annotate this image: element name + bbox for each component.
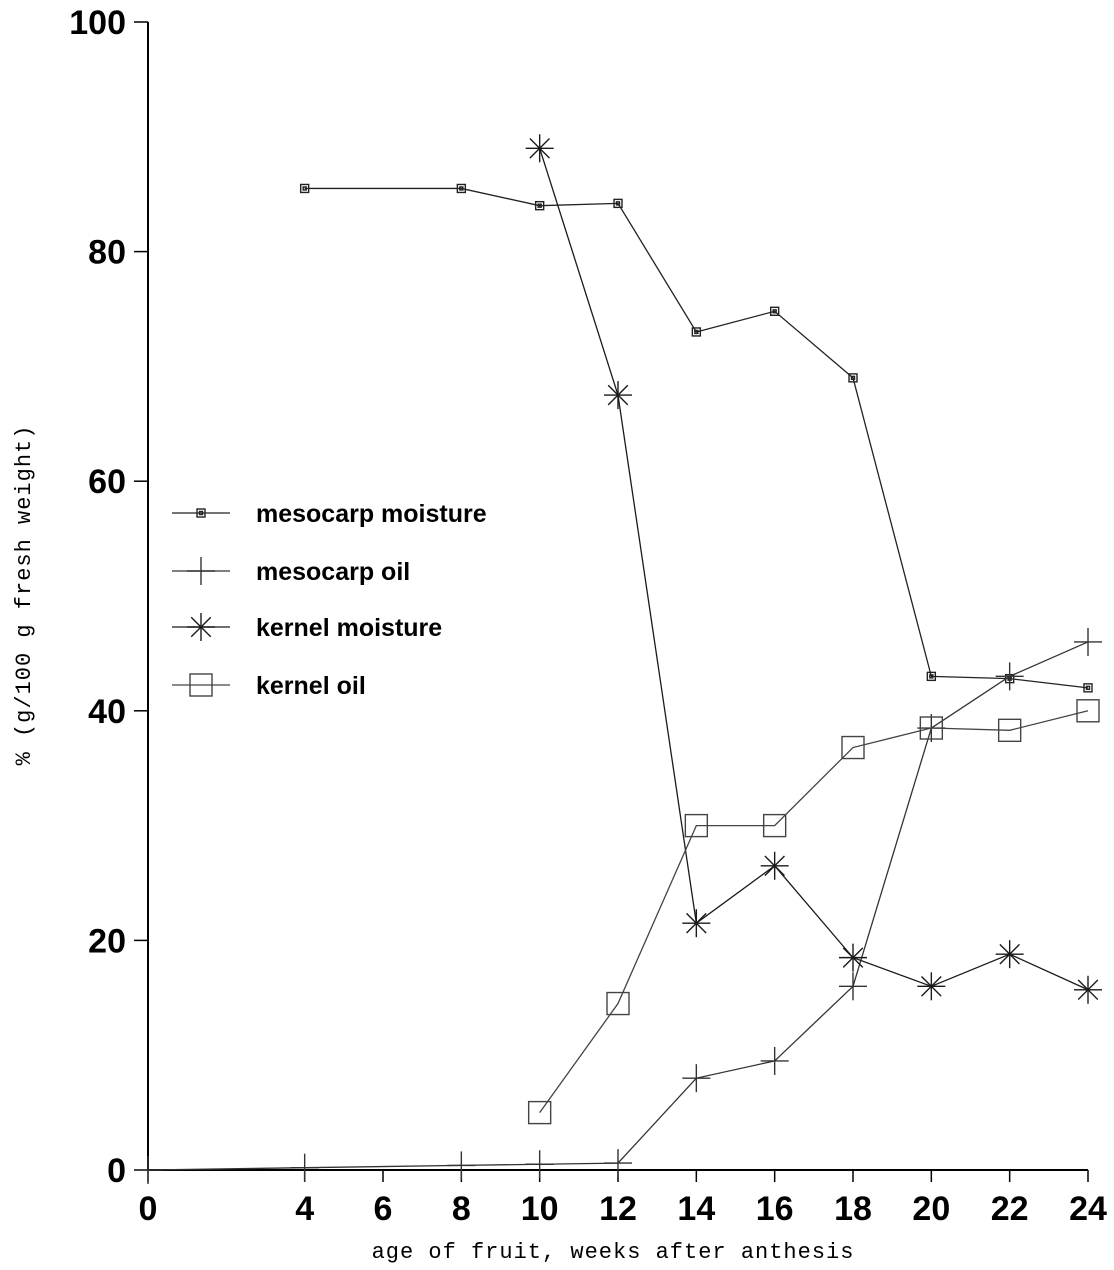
y-tick-label-80: 80 (88, 234, 126, 272)
legend-marker-mesocarp-moisture (196, 508, 206, 518)
x-tick-label-8: 8 (452, 1190, 471, 1228)
point-mesocarp-moisture-6 (848, 373, 858, 383)
point-mesocarp-oil-7 (839, 972, 867, 1001)
point-kernel-moisture-3 (760, 851, 789, 880)
x-tick-label-20: 20 (912, 1190, 950, 1228)
point-mesocarp-moisture-9 (1083, 683, 1093, 693)
point-mesocarp-oil-5 (682, 1064, 711, 1093)
legend-marker-kernel-moisture (187, 613, 215, 641)
y-tick-label-40: 40 (88, 693, 126, 731)
point-mesocarp-moisture-7 (926, 671, 937, 682)
x-tick-label-12: 12 (599, 1190, 637, 1228)
axes: 0 20 40 60 80 100 0 4 6 8 10 12 14 16 18 20 22 24 (69, 4, 1107, 1228)
point-mesocarp-oil-10 (1074, 627, 1102, 656)
legend-item-kernel-oil: kernel oil (172, 672, 366, 700)
point-mesocarp-oil-6 (760, 1046, 789, 1075)
legend-item-mesocarp-moisture: mesocarp moisture (172, 500, 487, 528)
legend-item-kernel-moisture: kernel moisture (172, 613, 442, 642)
point-kernel-oil-2 (684, 813, 709, 838)
point-mesocarp-oil-2 (447, 1151, 476, 1180)
point-mesocarp-oil-4 (604, 1149, 632, 1178)
point-mesocarp-oil-0 (134, 1156, 162, 1184)
x-tick-label-6: 6 (374, 1190, 393, 1228)
series-line-mesocarp-moisture (304, 187, 1089, 689)
point-kernel-moisture-0 (525, 134, 554, 163)
point-kernel-moisture-6 (995, 940, 1024, 969)
series-line-kernel-moisture (539, 148, 1089, 991)
point-kernel-oil-3 (762, 813, 787, 838)
y-tick-label-20: 20 (88, 922, 126, 960)
series-mesocarp-oil (134, 627, 1102, 1184)
point-kernel-moisture-1 (604, 381, 632, 410)
series-kernel-oil (527, 699, 1100, 1125)
x-tick-label-0: 0 (139, 1190, 158, 1228)
y-tick-label-60: 60 (88, 463, 126, 501)
series-line-mesocarp-oil (147, 641, 1089, 1171)
y-axis-title: % (g/100 g fresh weight) (12, 425, 37, 766)
legend-label-kernel-oil: kernel oil (256, 672, 366, 700)
point-mesocarp-moisture-5 (769, 306, 780, 316)
point-kernel-oil-1 (606, 991, 630, 1016)
series-kernel-moisture (525, 134, 1102, 1004)
x-tick-label-24: 24 (1069, 1190, 1107, 1228)
point-mesocarp-moisture-0 (299, 183, 310, 194)
legend-item-mesocarp-oil: mesocarp oil (172, 557, 410, 586)
point-mesocarp-moisture-2 (534, 200, 545, 211)
point-mesocarp-oil-9 (995, 662, 1024, 691)
point-kernel-moisture-4 (839, 943, 867, 972)
legend-label-mesocarp-oil: mesocarp oil (256, 558, 410, 586)
point-kernel-moisture-7 (1074, 975, 1102, 1004)
point-mesocarp-moisture-4 (691, 327, 702, 337)
legend-label-kernel-moisture: kernel moisture (256, 614, 442, 642)
x-tick-label-16: 16 (756, 1190, 794, 1228)
legend-label-mesocarp-moisture: mesocarp moisture (256, 500, 487, 528)
point-kernel-oil-6 (997, 718, 1022, 743)
series-line-kernel-oil (539, 710, 1089, 1113)
point-mesocarp-moisture-1 (456, 183, 467, 194)
x-axis-title: age of fruit, weeks after anthesis (372, 1240, 855, 1265)
point-kernel-oil-5 (919, 716, 944, 740)
point-kernel-moisture-2 (682, 909, 711, 938)
x-tick-label-10: 10 (521, 1190, 559, 1228)
legend-marker-kernel-oil (189, 673, 213, 697)
point-kernel-oil-4 (841, 735, 865, 760)
point-mesocarp-oil-1 (290, 1153, 319, 1182)
series-mesocarp-moisture (299, 183, 1093, 693)
x-tick-label-18: 18 (834, 1190, 872, 1228)
legend: mesocarp moisture mesocarp oil kernel mois… (172, 500, 487, 700)
series-layer (134, 134, 1102, 1184)
x-tick-label-22: 22 (991, 1190, 1029, 1228)
legend-marker-mesocarp-oil (187, 557, 215, 585)
point-kernel-oil-0 (527, 1100, 552, 1125)
y-tick-label-0: 0 (107, 1152, 126, 1190)
point-kernel-oil-7 (1076, 699, 1100, 723)
point-kernel-moisture-5 (917, 972, 946, 1001)
x-tick-label-14: 14 (677, 1190, 715, 1228)
point-mesocarp-oil-3 (525, 1150, 554, 1179)
y-tick-label-100: 100 (69, 4, 126, 42)
point-mesocarp-moisture-3 (613, 198, 623, 209)
x-tick-label-4: 4 (295, 1190, 314, 1228)
